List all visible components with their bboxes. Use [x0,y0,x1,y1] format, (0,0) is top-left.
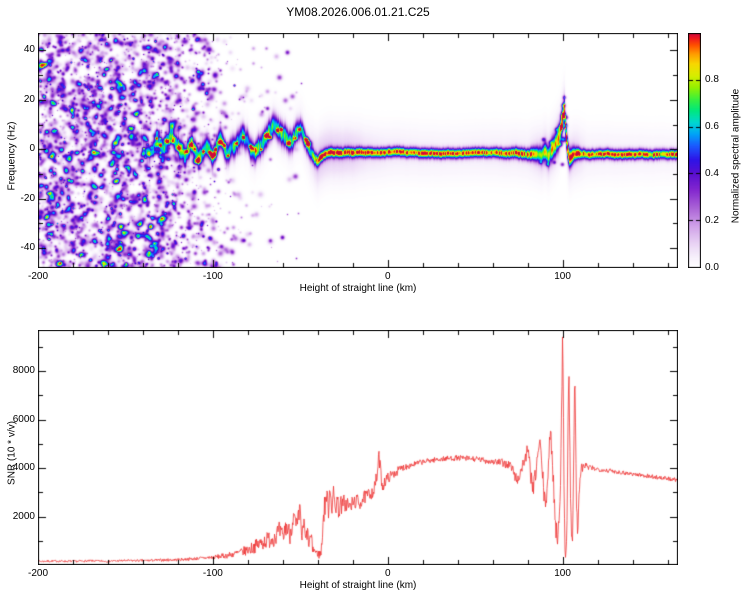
figure-title: YM08.2026.006.01.21.C25 [286,5,430,19]
spectrogram-y-tick-label: 40 [23,44,35,56]
colorbar-tick-label: 0.4 [705,168,719,179]
colorbar-gradient [688,33,701,268]
spectrogram-x-tick-label: -200 [27,271,48,282]
spectrogram-heatmap [38,33,678,268]
spectrogram-x-tick-label: -100 [202,271,223,282]
snr-y-tick-label: 2000 [12,510,35,522]
colorbar-label-text: Normalized spectral amplitude [730,88,742,223]
snr-x-tick-label: -100 [202,568,223,579]
spectrogram-y-tick-label: 0 [29,143,35,155]
snr-x-axis-label: Height of straight line (km) [299,580,417,591]
snr-line-plot [38,330,678,565]
colorbar-tick-label: 0.0 [705,262,719,273]
spectrogram-x-tick-label: 100 [554,271,571,282]
spectrogram-x-axis-label: Height of straight line (km) [299,283,417,294]
snr-x-tick-label: 0 [384,568,391,579]
snr-y-axis-label-text: SNR (10 * v/v) [6,420,18,485]
colorbar-tick-label: 0.2 [705,215,719,226]
snr-y-tick-label: 6000 [12,413,35,425]
colorbar-tick-label: 0.6 [705,121,719,132]
spectrogram-y-tick-label: -20 [20,192,35,204]
snr-y-tick-label: 8000 [12,365,35,377]
spectrogram-y-tick-label: -40 [20,242,35,254]
colorbar-tick-label: 0.8 [705,74,719,85]
spectrogram-x-tick-label: 0 [384,271,391,282]
snr-x-tick-label: 100 [554,568,571,579]
snr-x-tick-label: -200 [27,568,48,579]
spectrogram-y-axis-label-text: Frequency (Hz) [6,121,18,190]
spectrogram-y-tick-label: 20 [23,93,35,105]
snr-y-tick-label: 4000 [12,462,35,474]
